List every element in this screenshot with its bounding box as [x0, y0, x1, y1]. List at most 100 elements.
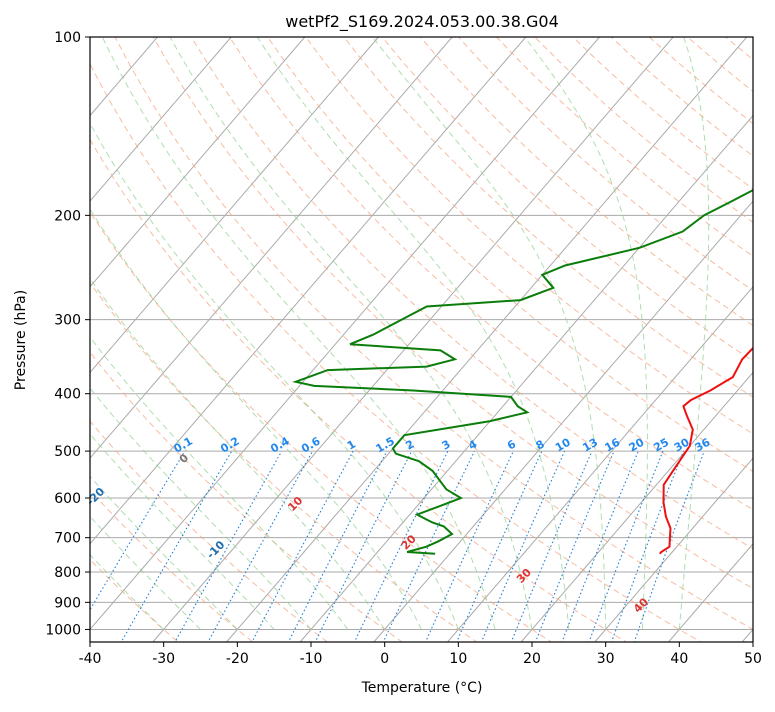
mixing-ratio-label: 36: [693, 435, 713, 454]
x-tick-label: -20: [226, 651, 249, 667]
mixing-ratio-label: 4: [466, 437, 479, 452]
mixing-ratio-line: [456, 450, 543, 642]
mixing-ratio-label: 0.4: [268, 434, 292, 455]
isotherm-line: [90, 37, 600, 631]
plot-frame: [89, 36, 754, 643]
moist-adiabat-line: [524, 37, 648, 630]
y-axis-label: Pressure (hPa): [13, 290, 29, 390]
y-tick-label: 800: [54, 565, 81, 581]
isotherm-line: [373, 200, 753, 642]
moist-adiabat-line: [90, 433, 275, 630]
mixing-ratio-label: 16: [602, 435, 622, 454]
dewpoint-profile-line: [292, 188, 753, 555]
moist-adiabat-line: [256, 37, 570, 630]
x-tick-label: 10: [449, 651, 467, 667]
x-tick-label: 20: [523, 651, 541, 667]
moist-adiabat-line: [90, 208, 422, 630]
dry-adiabat-label: -30: [0, 431, 1, 454]
isotherm-line: [667, 542, 753, 642]
isotherm-line: [520, 371, 753, 642]
dry-adiabat-line: [768, 10, 775, 654]
dry-adiabat-line: [419, 37, 753, 327]
isotherm-line: [90, 37, 379, 374]
dry-adiabat-label: 10: [285, 494, 305, 514]
dry-adiabat-line: [724, 37, 753, 61]
x-tick-label: -10: [300, 651, 323, 667]
mixing-ratio-line: [174, 450, 283, 642]
mixing-ratio-label: 0.2: [218, 435, 241, 456]
axes-layer: -40 -30 -20 -10 0 10 20 30 40 5010020030040050060…: [45, 30, 762, 667]
mixing-ratio-line: [207, 450, 314, 642]
mixing-ratio-label: 1.5: [373, 435, 396, 456]
moist-adiabat-line: [169, 37, 533, 630]
dry-adiabat-line: [152, 37, 753, 590]
y-tick-label: 300: [54, 313, 81, 329]
x-tick-label: 50: [744, 651, 762, 667]
mixing-ratio-label: 2: [403, 438, 416, 453]
dry-adiabat-line: [190, 37, 753, 550]
chart-title: wetPf2_S169.2024.053.00.38.G04: [285, 12, 559, 32]
dry-adiabat-line: [305, 37, 753, 435]
dry-adiabat-label: 40: [631, 595, 651, 615]
isotherm-line: [594, 457, 753, 642]
dry-adiabat-line: [90, 62, 702, 642]
moist-adiabat-line: [90, 336, 349, 630]
dry-adiabat-line: [90, 351, 403, 642]
mixing-ratio-label: 13: [580, 436, 600, 455]
dry-adiabat-line: [381, 37, 753, 362]
annotation-layer: 0.10.20.40.611.52346810131620253036-100-…: [0, 431, 713, 615]
dry-adiabat-line: [228, 37, 753, 511]
isotherm-line: [90, 37, 232, 202]
dry-adiabat-line: [343, 37, 753, 398]
mixing-ratio-label: 6: [505, 437, 518, 452]
mixing-ratio-line: [353, 450, 449, 642]
isotherm-line: [0, 37, 10, 654]
mixing-ratio-line: [480, 450, 566, 642]
y-tick-label: 500: [54, 444, 81, 460]
dry-adiabat-line: [610, 37, 753, 157]
mixing-ratio-label: 10: [553, 435, 573, 454]
mixing-ratio-line: [251, 450, 354, 642]
dry-adiabat-line: [648, 37, 753, 125]
mixing-ratio-line: [382, 450, 475, 642]
mixing-ratio-label: 8: [534, 438, 547, 453]
dry-adiabat-line: [90, 420, 329, 642]
moist-adiabat-line: [90, 515, 201, 630]
dry-adiabat-label: 30: [514, 566, 534, 586]
data-layer: [292, 188, 753, 555]
y-tick-label: 400: [54, 387, 81, 403]
moist-adiabat-line: [90, 475, 238, 630]
x-tick-label: -40: [79, 651, 102, 667]
dry-adiabat-line: [686, 37, 753, 92]
x-axis-label: Temperature (°C): [361, 680, 483, 696]
temperature-profile-line: [659, 346, 753, 555]
mixing-ratio-label: 0.1: [171, 435, 194, 456]
y-tick-label: 100: [54, 30, 81, 46]
mixing-ratio-label: 3: [440, 438, 453, 453]
mixing-ratio-line: [90, 450, 186, 611]
mixing-ratio-line: [424, 450, 514, 642]
dry-adiabat-line: [457, 37, 753, 292]
dry-adiabat-line: [114, 37, 753, 630]
x-tick-label: 40: [670, 651, 688, 667]
dry-adiabat-line: [267, 37, 753, 472]
mixing-ratio-label: 20: [627, 435, 647, 454]
mixing-ratio-label: 1: [345, 438, 358, 453]
mixing-ratio-line: [633, 450, 705, 642]
isotherm-line: [446, 285, 753, 642]
moist-adiabat-line: [678, 37, 710, 630]
mixing-ratio-line: [120, 450, 233, 642]
mixing-ratio-line: [534, 450, 615, 642]
moist-adiabat-line: [90, 277, 386, 630]
isotherm-line: [225, 37, 748, 642]
x-tick-label: 30: [597, 651, 615, 667]
moist-adiabat-line: [101, 37, 496, 630]
y-tick-label: 900: [54, 595, 81, 611]
mixing-ratio-line: [510, 450, 593, 642]
dry-adiabat-line: [90, 211, 553, 642]
y-tick-label: 200: [54, 208, 81, 224]
isotherm-line: [90, 37, 453, 459]
x-tick-label: 0: [380, 651, 389, 667]
moist-adiabat-line: [90, 554, 165, 630]
